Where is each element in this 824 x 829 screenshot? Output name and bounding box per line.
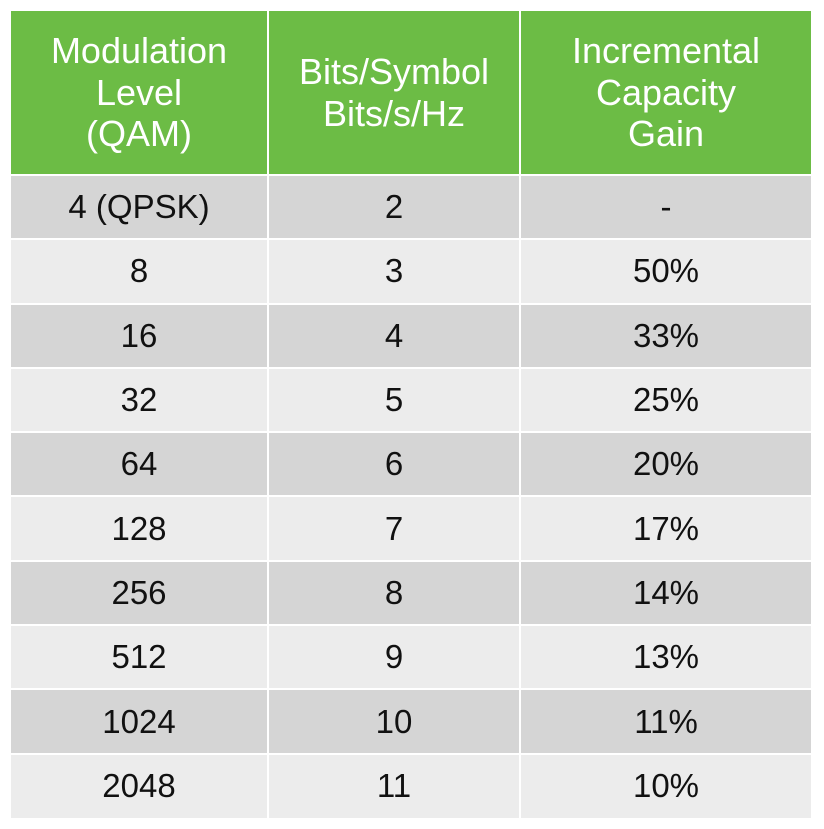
table-row: 16 4 33% — [11, 302, 811, 368]
table-row: 32 5 25% — [11, 366, 811, 433]
table-row: 4 (QPSK) 2 - — [11, 173, 811, 240]
cell-modulation-level: 256 — [11, 559, 269, 626]
cell-incremental-gain: - — [520, 173, 811, 240]
header-bits-per-symbol-label: Bits/Symbol Bits/s/Hz — [298, 51, 490, 134]
table-header: Modulation Level (QAM) Bits/Symbol Bits/… — [11, 11, 811, 175]
cell-bits-per-symbol: 6 — [268, 431, 521, 497]
cell-modulation-level: 512 — [11, 624, 269, 690]
header-bits-per-symbol: Bits/Symbol Bits/s/Hz — [268, 11, 521, 175]
cell-bits-per-symbol: 3 — [268, 238, 521, 304]
cell-modulation-level: 2048 — [11, 752, 269, 818]
cell-incremental-gain: 11% — [520, 688, 811, 754]
cell-incremental-gain: 10% — [520, 752, 811, 818]
cell-modulation-level: 128 — [11, 495, 269, 561]
header-row: Modulation Level (QAM) Bits/Symbol Bits/… — [11, 11, 811, 175]
table-row: 512 9 13% — [11, 624, 811, 690]
cell-incremental-gain: 33% — [520, 302, 811, 368]
header-incremental-gain-label: Incremental Capacity Gain — [571, 30, 761, 155]
cell-incremental-gain: 25% — [520, 366, 811, 433]
table-row: 1024 10 11% — [11, 688, 811, 754]
cell-modulation-level: 8 — [11, 238, 269, 304]
cell-incremental-gain: 50% — [520, 238, 811, 304]
table-row: 128 7 17% — [11, 495, 811, 561]
cell-bits-per-symbol: 7 — [268, 495, 521, 561]
cell-bits-per-symbol: 11 — [268, 752, 521, 818]
table-row: 8 3 50% — [11, 238, 811, 304]
cell-modulation-level: 32 — [11, 366, 269, 433]
qam-modulation-table: Modulation Level (QAM) Bits/Symbol Bits/… — [11, 11, 811, 818]
table-row: 256 8 14% — [11, 559, 811, 626]
cell-modulation-level: 1024 — [11, 688, 269, 754]
table-row: 2048 11 10% — [11, 752, 811, 818]
header-incremental-gain: Incremental Capacity Gain — [520, 11, 811, 175]
cell-incremental-gain: 13% — [520, 624, 811, 690]
cell-modulation-level: 64 — [11, 431, 269, 497]
cell-modulation-level: 4 (QPSK) — [11, 173, 269, 240]
table-body: 4 (QPSK) 2 - 8 3 50% 16 4 33% 32 5 25% 6… — [11, 173, 811, 818]
cell-incremental-gain: 14% — [520, 559, 811, 626]
cell-incremental-gain: 20% — [520, 431, 811, 497]
table-container: Modulation Level (QAM) Bits/Symbol Bits/… — [11, 11, 811, 818]
table-row: 64 6 20% — [11, 431, 811, 497]
cell-incremental-gain: 17% — [520, 495, 811, 561]
cell-bits-per-symbol: 10 — [268, 688, 521, 754]
cell-bits-per-symbol: 8 — [268, 559, 521, 626]
header-modulation-level-label: Modulation Level (QAM) — [50, 30, 228, 155]
cell-bits-per-symbol: 9 — [268, 624, 521, 690]
cell-bits-per-symbol: 4 — [268, 302, 521, 368]
cell-modulation-level: 16 — [11, 302, 269, 368]
header-modulation-level: Modulation Level (QAM) — [11, 11, 269, 175]
cell-bits-per-symbol: 5 — [268, 366, 521, 433]
cell-bits-per-symbol: 2 — [268, 173, 521, 240]
